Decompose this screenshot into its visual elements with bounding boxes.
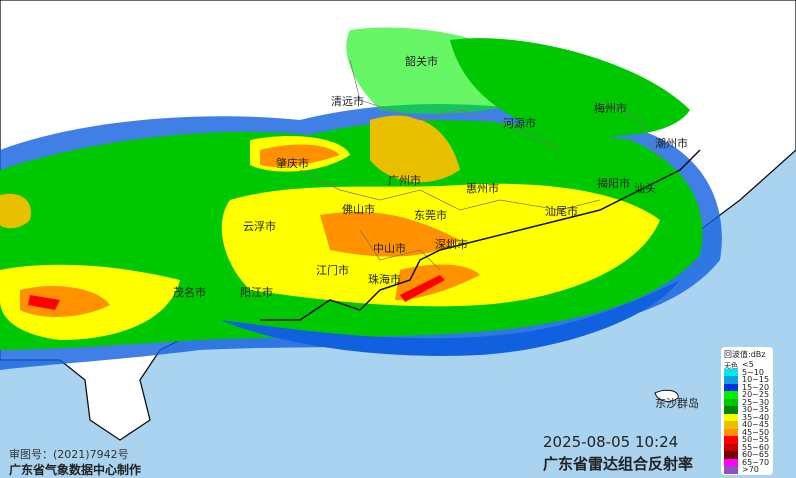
- legend-item: 10~15: [724, 375, 770, 385]
- legend-item: 50~55: [724, 435, 770, 445]
- legend: 回波值:dBz 无色 <5 5~10 10~15 15~20 20~25 25~30 30~3…: [721, 347, 773, 475]
- legend-item: >70: [724, 465, 770, 475]
- legend-label: 60~65: [742, 450, 770, 460]
- city-label: 惠州市: [466, 182, 499, 195]
- legend-item: 25~30: [724, 397, 770, 407]
- coastline: [260, 149, 701, 321]
- legend-swatch: [724, 376, 738, 384]
- product-title: 广东省雷达组合反射率: [543, 455, 694, 473]
- legend-swatch: [724, 451, 738, 459]
- city-label: 潮州市: [655, 137, 688, 150]
- city-label: 广州市: [388, 174, 421, 187]
- city-label: 阳江市: [240, 286, 273, 299]
- city-label: 深圳市: [435, 238, 468, 251]
- city-label: 肇庆市: [276, 157, 309, 170]
- legend-item: 20~25: [724, 390, 770, 400]
- legend-item: 65~70: [724, 457, 770, 467]
- city-label: 珠海市: [368, 273, 401, 286]
- legend-label: 45~50: [742, 427, 770, 437]
- city-label: 佛山市: [342, 203, 375, 216]
- city-label: 揭阳市: [597, 177, 630, 190]
- legend-swatch: [724, 413, 738, 421]
- legend-item: 30~35: [724, 405, 770, 415]
- legend-label: <5: [742, 360, 754, 370]
- legend-label: 40~45: [742, 420, 770, 430]
- legend-swatch: [724, 428, 738, 436]
- legend-swatch: 无色: [724, 361, 738, 370]
- legend-swatch: [724, 391, 738, 399]
- legend-item: 45~50: [724, 427, 770, 437]
- legend-item: 40~45: [724, 420, 770, 430]
- legend-label: 25~30: [742, 397, 770, 407]
- city-label: 江门市: [316, 264, 349, 277]
- legend-item: 55~60: [724, 442, 770, 452]
- legend-label: 10~15: [742, 375, 770, 385]
- legend-label: >70: [742, 465, 759, 475]
- city-label: 汕头: [634, 182, 656, 195]
- producer-label: 广东省气象数据中心制作: [9, 463, 142, 477]
- legend-swatch: [724, 406, 738, 414]
- timestamp: 2025-08-05 10:24: [543, 433, 679, 451]
- legend-swatch: [724, 383, 738, 391]
- city-label: 东莞市: [414, 209, 447, 222]
- legend-label: 20~25: [742, 390, 770, 400]
- city-label: 河源市: [503, 117, 536, 130]
- legend-swatch: [724, 466, 738, 474]
- legend-item: 15~20: [724, 382, 770, 392]
- legend-item: 无色 <5: [724, 360, 770, 370]
- city-label: 韶关市: [405, 55, 438, 68]
- city-label: 云浮市: [243, 220, 276, 233]
- city-label: 梅州市: [594, 102, 627, 115]
- legend-swatch: [724, 398, 738, 406]
- city-label: 汕尾市: [545, 205, 578, 218]
- legend-label: 15~20: [742, 382, 770, 392]
- city-label: 茂名市: [173, 286, 206, 299]
- city-label: 东沙群岛: [655, 397, 699, 410]
- legend-swatch: [724, 458, 738, 466]
- legend-item: 5~10: [724, 367, 770, 377]
- legend-item: 60~65: [724, 450, 770, 460]
- legend-label: 55~60: [742, 442, 770, 452]
- legend-swatch: [724, 368, 738, 376]
- legend-swatch: [724, 436, 738, 444]
- legend-swatch: [724, 443, 738, 451]
- island-dongsha: [654, 389, 679, 402]
- approval-number: 审图号：(2021)7942号: [9, 448, 129, 461]
- legend-label: 5~10: [742, 367, 764, 377]
- city-label: 清远市: [331, 95, 364, 108]
- legend-item: 35~40: [724, 412, 770, 422]
- legend-title: 回波值:dBz: [724, 350, 766, 359]
- legend-label: 50~55: [742, 435, 770, 445]
- legend-label: 30~35: [742, 405, 770, 415]
- radar-echo: [0, 27, 722, 371]
- city-label: 中山市: [373, 242, 406, 255]
- county-boundaries: [299, 59, 661, 271]
- legend-swatch: [724, 421, 738, 429]
- legend-label: 35~40: [742, 412, 770, 422]
- legend-label: 65~70: [742, 457, 770, 467]
